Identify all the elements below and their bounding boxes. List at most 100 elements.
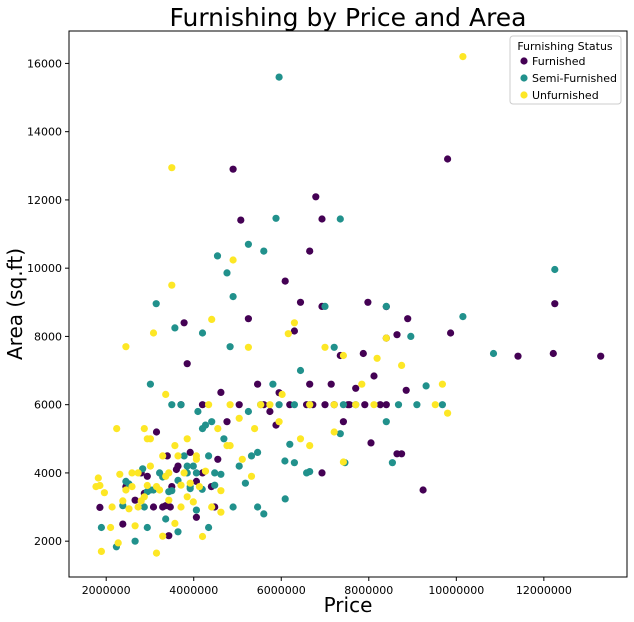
point-furnished [290,327,298,335]
y-tick-label: 4000 [34,467,62,480]
point-semi-furnished [156,469,164,477]
point-furnished [382,401,390,409]
point-semi-furnished [241,479,249,487]
point-unfurnished [189,498,197,506]
point-furnished [186,448,194,456]
point-unfurnished [146,462,154,470]
point-semi-furnished [489,349,498,358]
point-semi-furnished [296,366,305,375]
point-unfurnished [358,380,366,388]
point-semi-furnished [254,503,262,511]
point-semi-furnished [244,240,252,248]
point-unfurnished [143,481,151,490]
points-layer [92,53,605,557]
point-unfurnished [296,435,305,443]
point-unfurnished [152,483,161,491]
point-unfurnished [165,496,173,504]
point-furnished [223,418,231,426]
point-unfurnished [177,481,185,489]
point-semi-furnished [459,313,467,321]
point-semi-furnished [244,407,252,416]
point-semi-furnished [272,214,280,222]
legend-box [509,35,622,105]
point-unfurnished [152,549,161,557]
chart-title: Furnishing by Price and Area [169,3,526,32]
point-furnished [131,496,139,504]
x-tick-label: 8000000 [344,584,393,597]
point-unfurnished [306,401,314,409]
point-semi-furnished [168,487,176,495]
point-semi-furnished [177,401,185,409]
legend-label-furnished: Furnished [532,55,586,68]
point-unfurnished [275,418,283,426]
point-semi-furnished [422,382,430,390]
point-unfurnished [94,474,102,482]
point-unfurnished [352,401,360,409]
point-furnished [149,503,158,511]
point-unfurnished [306,442,314,450]
point-unfurnished [114,539,122,547]
point-unfurnished [159,452,167,460]
point-unfurnished [113,425,121,433]
point-unfurnished [195,483,203,491]
point-unfurnished [134,503,142,511]
x-tick-label: 6000000 [257,584,306,597]
point-semi-furnished [208,418,216,426]
point-furnished [183,360,191,368]
point-semi-furnished [97,523,105,532]
legend-label-unfurnished: Unfurnished [532,89,599,102]
point-semi-furnished [192,506,200,514]
point-semi-furnished [194,407,202,416]
point-furnished [370,372,378,380]
point-unfurnished [140,425,148,433]
point-semi-furnished [229,503,237,511]
point-semi-furnished [205,452,213,460]
point-furnished [318,215,326,223]
point-unfurnished [107,523,115,532]
point-semi-furnished [198,425,207,433]
point-semi-furnished [122,477,130,485]
point-furnished [244,315,252,323]
point-semi-furnished [330,343,338,351]
point-unfurnished [398,361,406,369]
point-semi-furnished [226,343,234,351]
point-semi-furnished [171,324,179,332]
point-furnished [447,329,455,337]
legend-marker-semi-furnished [520,74,528,82]
point-unfurnished [149,329,158,337]
point-unfurnished [244,343,252,351]
point-semi-furnished [192,469,200,477]
point-semi-furnished [290,401,298,409]
point-furnished [352,384,360,392]
point-unfurnished [180,469,188,477]
point-semi-furnished [211,469,219,477]
point-unfurnished [208,315,216,323]
point-unfurnished [205,401,213,409]
point-furnished [192,477,200,485]
point-semi-furnished [223,269,231,277]
point-furnished [119,520,127,528]
point-unfurnished [284,330,292,338]
point-semi-furnished [146,380,154,388]
point-furnished [266,407,274,416]
point-furnished [402,386,410,394]
point-semi-furnished [321,302,329,310]
point-unfurnished [186,479,194,487]
point-furnished [312,193,320,201]
y-axis-label: Area (sq.ft) [3,248,27,360]
point-unfurnished [208,503,216,511]
point-semi-furnished [152,300,160,308]
x-tick-label: 10000000 [428,584,484,597]
point-furnished [214,455,222,463]
point-furnished [327,380,335,388]
point-semi-furnished [275,401,283,409]
point-semi-furnished [162,515,170,523]
point-semi-furnished [174,528,182,536]
point-unfurnished [177,503,185,511]
point-furnished [419,486,427,494]
point-unfurnished [339,458,347,466]
point-unfurnished [251,425,259,433]
point-unfurnished [131,522,139,530]
point-semi-furnished [235,462,243,470]
point-furnished [306,247,314,255]
